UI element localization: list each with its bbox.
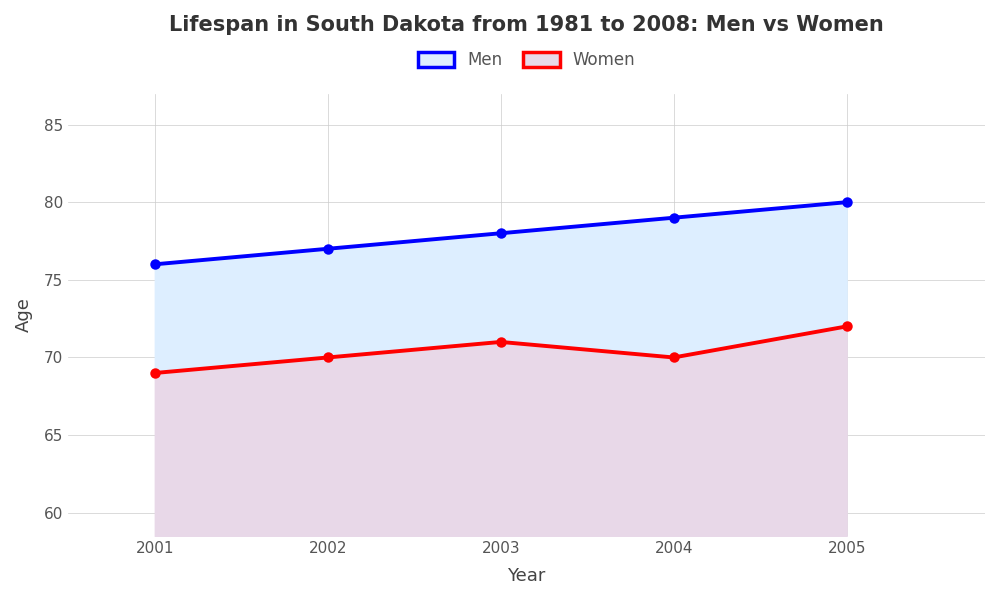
Y-axis label: Age: Age <box>15 298 33 332</box>
Legend: Men, Women: Men, Women <box>411 44 642 76</box>
Title: Lifespan in South Dakota from 1981 to 2008: Men vs Women: Lifespan in South Dakota from 1981 to 20… <box>169 15 884 35</box>
X-axis label: Year: Year <box>507 567 546 585</box>
